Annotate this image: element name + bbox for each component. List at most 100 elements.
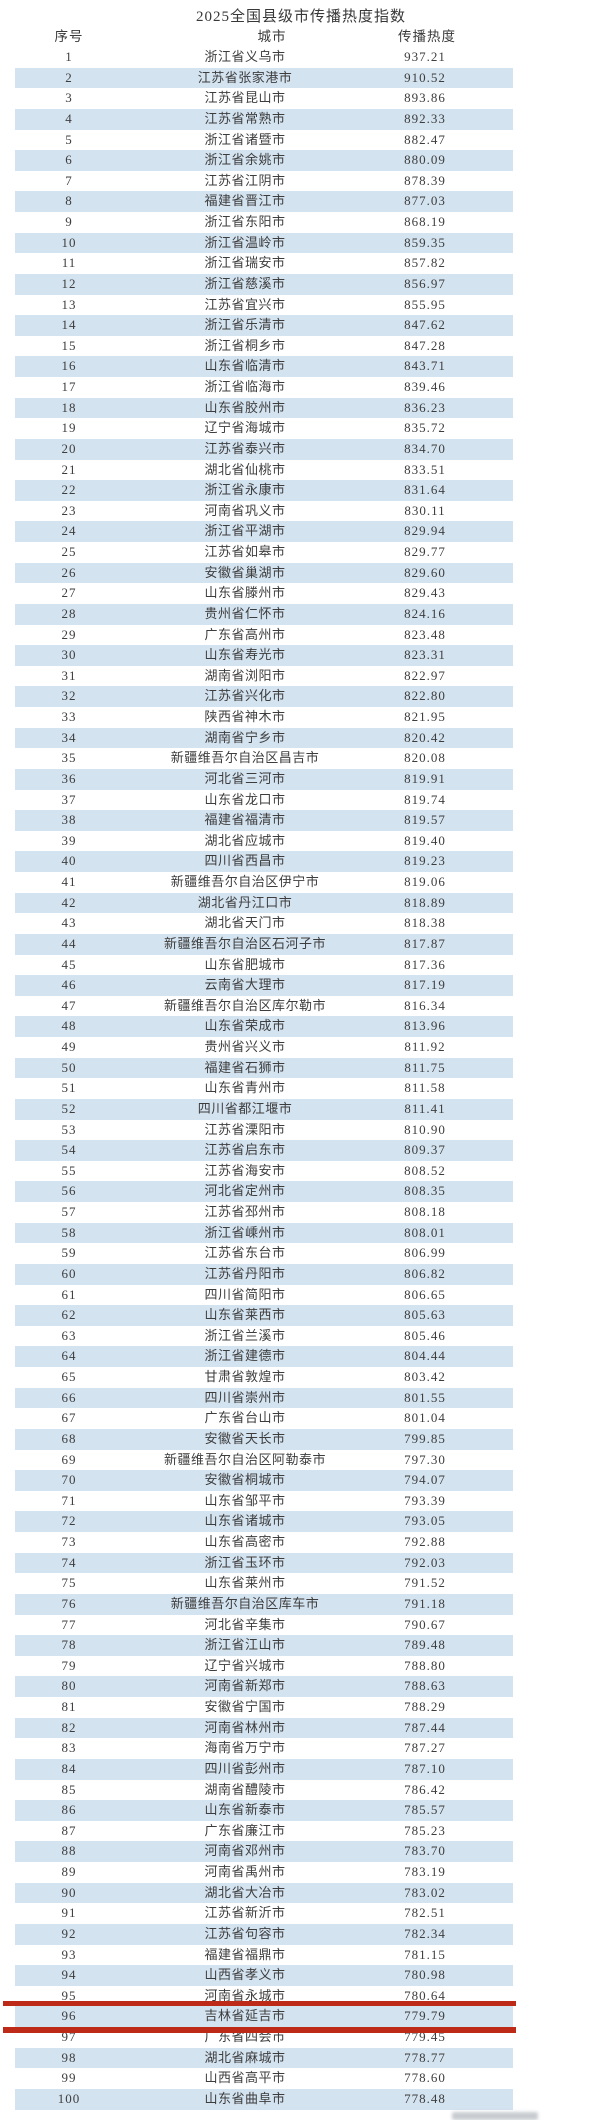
table-row: 62 山东省莱西市 805.63	[15, 1305, 513, 1326]
city-cell: 湖北省天门市	[204, 915, 286, 931]
table-row: 59 江苏省东台市 806.99	[15, 1243, 513, 1264]
rank-cell: 21	[61, 461, 77, 477]
table-row: 56 河北省定州市 808.35	[15, 1181, 513, 1202]
table-row: 2 江苏省张家港市 910.52	[15, 67, 513, 89]
rank-cell: 89	[61, 1864, 77, 1879]
heat-cell: 824.16	[404, 605, 446, 621]
city-cell: 辽宁省兴城市	[204, 1657, 286, 1673]
heat-cell: 855.95	[404, 296, 446, 312]
rank-cell: 62	[61, 1307, 77, 1323]
table-row: 69 新疆维吾尔自治区阿勒泰市 797.30	[15, 1450, 513, 1471]
city-cell: 新疆维吾尔自治区昌吉市	[170, 750, 320, 766]
heat-cell: 785.57	[404, 1802, 446, 1818]
rank-cell: 8	[65, 193, 73, 209]
heat-cell: 782.34	[404, 1925, 446, 1941]
city-cell: 浙江省玉环市	[204, 1554, 286, 1570]
heat-cell: 806.99	[404, 1245, 446, 1261]
city-cell: 四川省崇州市	[204, 1389, 286, 1405]
rank-cell: 9	[65, 214, 73, 229]
table-row: 9 浙江省东阳市 868.19	[15, 212, 513, 233]
rank-cell: 49	[61, 1039, 77, 1054]
heat-cell: 792.88	[404, 1534, 446, 1549]
heat-cell: 823.31	[404, 647, 446, 663]
heat-cell: 778.60	[404, 2070, 446, 2086]
city-cell: 安徽省天长市	[204, 1430, 286, 1446]
heat-cell: 813.96	[404, 1018, 446, 1034]
city-cell: 江苏省新沂市	[204, 1905, 286, 1921]
rank-cell: 50	[61, 1059, 77, 1075]
rank-cell: 20	[61, 440, 77, 456]
table-row: 11 浙江省瑞安市 857.82	[15, 253, 513, 274]
heat-cell: 819.40	[404, 832, 446, 848]
table-row: 31 湖南省浏阳市 822.97	[15, 666, 513, 687]
rank-cell: 13	[61, 296, 77, 312]
table-row: 7 江苏省江阴市 878.39	[15, 171, 513, 192]
heat-cell: 817.36	[404, 956, 446, 972]
city-cell: 河北省辛集市	[204, 1616, 286, 1632]
heat-cell: 811.92	[404, 1039, 446, 1054]
rank-cell: 51	[61, 1080, 77, 1096]
city-cell: 山东省荣成市	[204, 1018, 286, 1034]
table-row: 99 山西省高平市 778.60	[15, 2068, 513, 2089]
table-row: 46 云南省大理市 817.19	[15, 975, 513, 996]
rank-cell: 93	[61, 1946, 77, 1962]
heat-cell: 808.52	[404, 1162, 446, 1178]
rank-cell: 69	[61, 1451, 77, 1467]
rank-cell: 60	[61, 1265, 77, 1281]
heat-cell: 785.23	[404, 1822, 446, 1838]
table-row: 80 河南省新郑市 788.63	[15, 1676, 513, 1697]
city-cell: 湖南省宁乡市	[204, 729, 286, 745]
table-row: 55 江苏省海安市 808.52	[15, 1161, 513, 1182]
rank-cell: 54	[61, 1142, 77, 1158]
table-row: 24 浙江省平湖市 829.94	[15, 521, 513, 542]
heat-cell: 779.45	[404, 2029, 446, 2044]
rank-cell: 68	[61, 1430, 77, 1446]
rank-cell: 73	[61, 1534, 77, 1549]
rank-cell: 48	[61, 1018, 77, 1034]
heat-cell: 808.01	[404, 1224, 446, 1240]
rank-cell: 14	[61, 317, 77, 333]
city-cell: 新疆维吾尔自治区伊宁市	[170, 874, 320, 889]
table-row: 71 山东省邹平市 793.39	[15, 1491, 513, 1512]
city-cell: 江苏省宜兴市	[204, 296, 286, 312]
city-cell: 吉林省延吉市	[204, 2008, 286, 2024]
city-cell: 浙江省嵊州市	[204, 1224, 286, 1240]
heat-cell: 787.44	[404, 1719, 446, 1735]
cut-off-watermark	[452, 2112, 538, 2120]
table-body: 1 浙江省义乌市 937.21 2 江苏省张家港市 910.52 3 江苏省昆山…	[3, 47, 516, 2110]
city-cell: 山东省莱州市	[204, 1575, 286, 1591]
heat-cell: 830.11	[404, 502, 446, 518]
rank-cell: 2	[65, 69, 73, 85]
city-cell: 山西省高平市	[204, 2070, 286, 2086]
table-row: 51 山东省青州市 811.58	[15, 1078, 513, 1099]
heat-cell: 778.77	[404, 2049, 446, 2065]
heat-cell: 794.07	[404, 1472, 446, 1488]
rank-cell: 88	[61, 1843, 77, 1859]
city-cell: 浙江省平湖市	[204, 523, 286, 539]
table-row: 93 福建省福鼎市 781.15	[15, 1945, 513, 1966]
table-row: 68 安徽省天长市 799.85	[15, 1428, 513, 1450]
rank-cell: 87	[61, 1822, 77, 1838]
heat-cell: 793.39	[404, 1492, 446, 1508]
heat-cell: 829.77	[404, 544, 446, 559]
heat-cell: 819.57	[404, 812, 446, 828]
rank-cell: 57	[61, 1204, 77, 1219]
rank-cell: 81	[61, 1699, 77, 1714]
rank-cell: 100	[57, 2090, 81, 2106]
rank-cell: 95	[61, 1987, 77, 2003]
rank-cell: 16	[61, 358, 77, 374]
table-row: 20 江苏省泰兴市 834.70	[15, 438, 513, 460]
rank-cell: 71	[61, 1492, 77, 1508]
heat-cell: 811.58	[404, 1080, 446, 1096]
rank-cell: 26	[61, 564, 77, 580]
heat-cell: 819.91	[404, 770, 446, 786]
heat-cell: 831.64	[404, 482, 446, 498]
city-cell: 广东省四会市	[204, 2029, 286, 2044]
city-cell: 江苏省句容市	[204, 1925, 286, 1941]
city-cell: 广东省高州市	[204, 626, 286, 642]
rank-cell: 84	[61, 1760, 77, 1776]
city-cell: 河北省三河市	[204, 770, 286, 786]
table-row: 1 浙江省义乌市 937.21	[15, 47, 513, 68]
rank-cell: 91	[61, 1905, 77, 1921]
city-cell: 山东省莱西市	[204, 1307, 286, 1323]
